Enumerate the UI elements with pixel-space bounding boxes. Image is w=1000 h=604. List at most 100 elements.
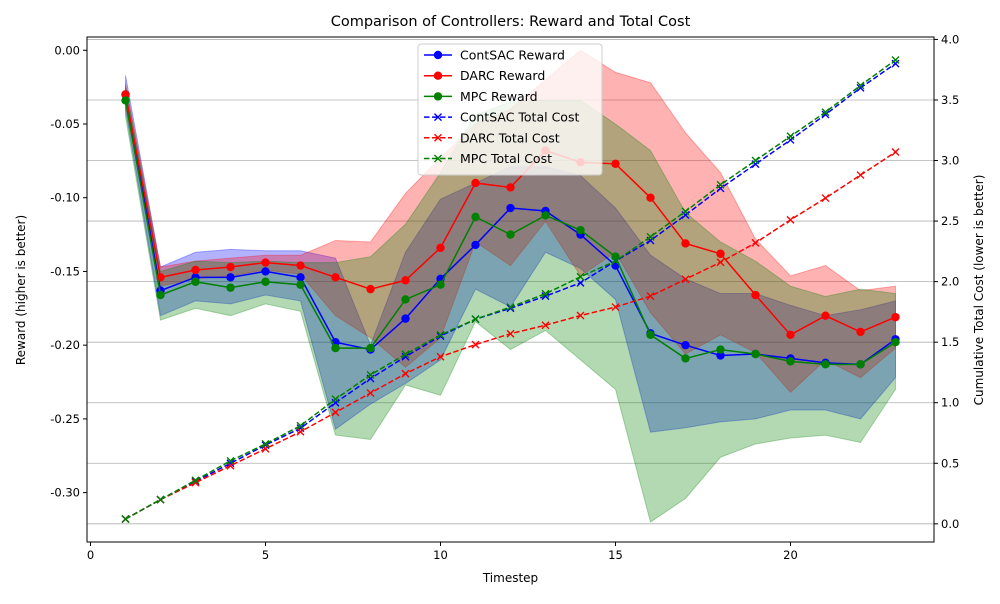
cost-point [296, 427, 305, 436]
reward-point [436, 243, 445, 253]
reward-point [646, 193, 655, 202]
reward-point [366, 284, 375, 294]
cost-point [821, 194, 830, 203]
cost-point [681, 211, 690, 220]
cost-point [611, 303, 620, 312]
cost-point [261, 439, 270, 448]
legend-marker [434, 133, 442, 142]
reward-point [891, 338, 900, 347]
legend-entry: DARC Total Cost [424, 130, 560, 145]
y-tick-label-right: 0.0 [941, 517, 959, 531]
reward-point [716, 345, 725, 354]
reward-point [191, 277, 200, 286]
reward-point [191, 265, 200, 275]
axes [86, 36, 935, 543]
cost-point [681, 207, 690, 216]
legend-marker [433, 71, 443, 80]
cost-point [576, 278, 585, 287]
legend-label: DARC Reward [460, 68, 545, 83]
reward-point [681, 239, 690, 248]
y-axis-label-right: Cumulative Total Cost (lower is better) [972, 175, 986, 406]
cost-point [191, 476, 200, 485]
cost-point [576, 272, 585, 281]
cost-point [436, 330, 445, 339]
y-tick-label-left: -0.15 [50, 264, 80, 278]
y-tick-label-right: 1.5 [941, 335, 959, 349]
cost-point [716, 180, 725, 189]
cost-point [191, 478, 200, 487]
legend-entry: ContSAC Total Cost [424, 110, 579, 125]
reward-point [856, 327, 865, 337]
cost-point [786, 132, 795, 141]
y-axis-label-left: Reward (higher is better) [14, 215, 28, 365]
reward-point [786, 357, 795, 366]
cost-point [856, 81, 865, 90]
reward-point [681, 340, 690, 350]
cost-point [401, 352, 410, 361]
cost-point [296, 424, 305, 433]
reward-point [681, 354, 690, 363]
reward-point [121, 96, 130, 105]
legend-label: ContSAC Total Cost [460, 110, 579, 125]
reward-point [646, 330, 655, 340]
reward-point [331, 343, 340, 353]
legend-marker [434, 113, 442, 122]
y-tick-label-right: 3.5 [941, 93, 959, 107]
reward-point [261, 277, 270, 286]
cost-point [401, 350, 410, 359]
cost-point [821, 110, 830, 119]
reward-point [121, 90, 130, 99]
legend-marker [433, 50, 443, 60]
cost-point [366, 370, 375, 379]
cost-point [821, 108, 830, 117]
reward-point [506, 183, 515, 192]
y-tick-label-left: -0.25 [50, 412, 80, 426]
legend: ContSAC Reward DARC Reward MPC Reward ContS… [417, 43, 603, 176]
reward-point [821, 311, 830, 320]
reward-point [611, 159, 620, 169]
cost-point [331, 395, 340, 404]
reward-point [541, 211, 550, 220]
legend-box [417, 43, 603, 176]
cost-point [611, 257, 620, 266]
cost-point [681, 275, 690, 284]
cost-point [891, 148, 900, 157]
legend-label: MPC Total Cost [460, 151, 552, 166]
cost-point [856, 171, 865, 180]
cost-point [401, 369, 410, 378]
reward-point [156, 290, 165, 300]
cost-point [121, 514, 130, 523]
cost-point [331, 398, 340, 407]
chart-title: Comparison of Controllers: Reward and To… [331, 14, 691, 30]
reward-band [125, 85, 896, 523]
cost-point [751, 238, 760, 247]
cost-point [506, 303, 515, 312]
legend-entry: MPC Total Cost [424, 151, 552, 166]
y-tick-label-right: 4.0 [941, 32, 959, 46]
reward-point [786, 330, 795, 340]
reward-point [576, 225, 585, 235]
y-tick-label-right: 2.0 [941, 275, 959, 289]
cost-point [226, 456, 235, 465]
cost-point [331, 408, 340, 417]
legend-label: DARC Total Cost [460, 130, 560, 145]
legend-label: ContSAC Reward [460, 48, 565, 63]
reward-point [226, 262, 235, 272]
y-tick-label-left: -0.10 [50, 191, 80, 205]
y-tick-label-right: 0.5 [941, 456, 959, 470]
legend-marker [434, 154, 442, 163]
reward-point [436, 280, 445, 289]
y-tick-label-right: 1.0 [941, 396, 959, 410]
cost-point [541, 289, 550, 298]
cost-point [366, 389, 375, 398]
reward-point [716, 249, 725, 258]
reward-point [296, 261, 305, 270]
reward-point [401, 295, 410, 304]
cost-point [436, 352, 445, 361]
reward-point [331, 273, 340, 282]
cost-point [786, 215, 795, 224]
reward-point [401, 314, 410, 323]
y-tick-label-left: 0.00 [54, 43, 80, 57]
reward-point [716, 351, 725, 360]
